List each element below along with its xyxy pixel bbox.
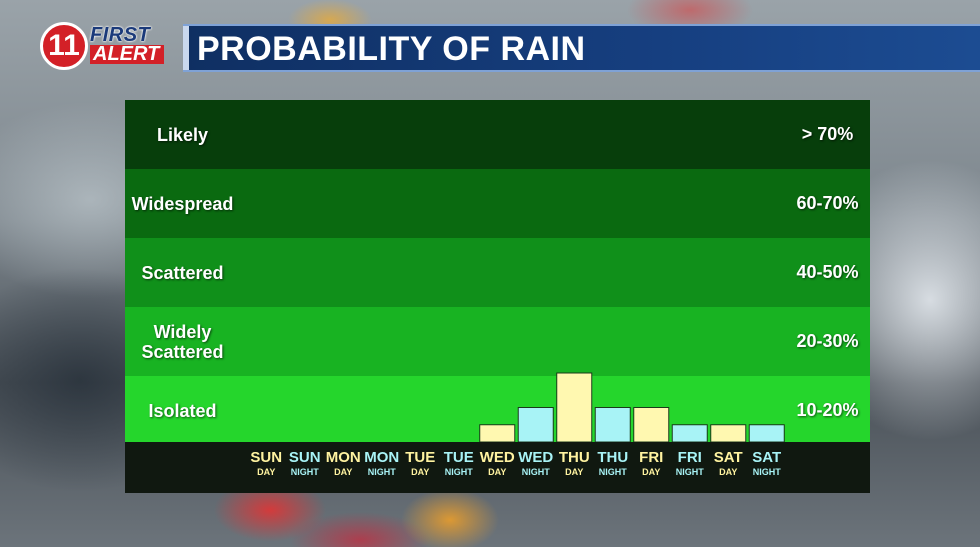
x-tick-day: SUN	[250, 449, 283, 466]
x-tick-period: NIGHT	[598, 467, 627, 477]
band-label: Likely	[156, 124, 209, 145]
x-tick-day: WED	[479, 449, 515, 466]
x-tick-thu-night: THU NIGHT	[594, 449, 632, 478]
bar-fri-night	[671, 424, 708, 443]
page-title: PROBABILITY OF RAIN	[197, 30, 586, 68]
x-tick-sun-day: SUN DAY	[247, 449, 285, 478]
band-widely-scattered: Widely Scattered 20-30%	[125, 307, 870, 376]
station-logo: 11 FIRST ALERT	[40, 22, 170, 72]
x-tick-period: NIGHT	[290, 467, 319, 477]
x-tick-period: DAY	[257, 467, 276, 477]
bar-wed-day	[479, 424, 516, 443]
x-tick-day: TUE	[443, 449, 474, 466]
x-tick-tue-night: TUE NIGHT	[440, 449, 478, 478]
x-axis-strip	[125, 442, 870, 493]
x-tick-day: MON	[325, 449, 361, 466]
logo-number: 11	[40, 22, 88, 70]
x-tick-day: SUN	[288, 449, 321, 466]
x-tick-day: FRI	[677, 449, 702, 466]
x-tick-period: DAY	[411, 467, 430, 477]
x-tick-day: TUE	[405, 449, 436, 466]
x-tick-fri-day: FRI DAY	[632, 449, 670, 478]
logo-first: FIRST	[90, 24, 151, 46]
band-label: Widespread	[131, 193, 234, 214]
rain-chart: Likely > 70% Widespread 60-70% Scattered 40-5…	[125, 100, 870, 493]
logo-wordmark: FIRST ALERT	[90, 24, 166, 66]
x-tick-period: DAY	[488, 467, 507, 477]
bar-thu-day	[556, 372, 593, 443]
x-tick-wed-night: WED NIGHT	[517, 449, 555, 478]
x-tick-tue-day: TUE DAY	[401, 449, 439, 478]
x-tick-period: DAY	[565, 467, 584, 477]
logo-alert: ALERT	[90, 44, 164, 64]
x-tick-sun-night: SUN NIGHT	[286, 449, 324, 478]
band-label: Isolated	[148, 400, 217, 421]
band-range: 60-70%	[796, 192, 859, 213]
x-tick-period: NIGHT	[521, 467, 550, 477]
x-tick-period: DAY	[642, 467, 661, 477]
x-tick-sat-night: SAT NIGHT	[748, 449, 786, 478]
x-tick-period: DAY	[334, 467, 353, 477]
title-accent	[183, 26, 189, 70]
x-tick-period: DAY	[719, 467, 738, 477]
x-tick-mon-day: MON DAY	[324, 449, 362, 478]
x-tick-fri-night: FRI NIGHT	[671, 449, 709, 478]
band-range: > 70%	[801, 123, 854, 144]
title-bar: PROBABILITY OF RAIN	[183, 24, 980, 72]
x-tick-day: SAT	[713, 449, 743, 466]
band-label: Scattered	[141, 262, 224, 283]
x-tick-day: MON	[364, 449, 400, 466]
x-tick-sat-day: SAT DAY	[709, 449, 747, 478]
x-tick-day: THU	[558, 449, 590, 466]
x-tick-mon-night: MON NIGHT	[363, 449, 401, 478]
bar-sat-night	[748, 424, 785, 443]
x-tick-day: SAT	[752, 449, 782, 466]
x-tick-period: NIGHT	[444, 467, 473, 477]
bar-fri-day	[633, 407, 670, 443]
bar-sat-day	[710, 424, 747, 443]
x-tick-period: NIGHT	[675, 467, 704, 477]
x-tick-wed-day: WED DAY	[478, 449, 516, 478]
x-tick-period: NIGHT	[367, 467, 396, 477]
x-tick-day: WED	[518, 449, 554, 466]
x-tick-day: THU	[597, 449, 629, 466]
band-label: Widely Scattered	[141, 321, 224, 362]
bar-wed-night	[517, 407, 554, 443]
band-range: 10-20%	[796, 399, 859, 420]
band-widespread: Widespread 60-70%	[125, 169, 870, 238]
x-tick-period: NIGHT	[752, 467, 781, 477]
x-tick-thu-day: THU DAY	[555, 449, 593, 478]
band-scattered: Scattered 40-50%	[125, 238, 870, 307]
band-range: 40-50%	[796, 261, 859, 282]
bars-layer	[479, 372, 785, 443]
band-range: 20-30%	[796, 330, 859, 351]
band-likely: Likely > 70%	[125, 100, 870, 169]
bar-thu-night	[594, 407, 631, 443]
x-tick-day: FRI	[639, 449, 664, 466]
